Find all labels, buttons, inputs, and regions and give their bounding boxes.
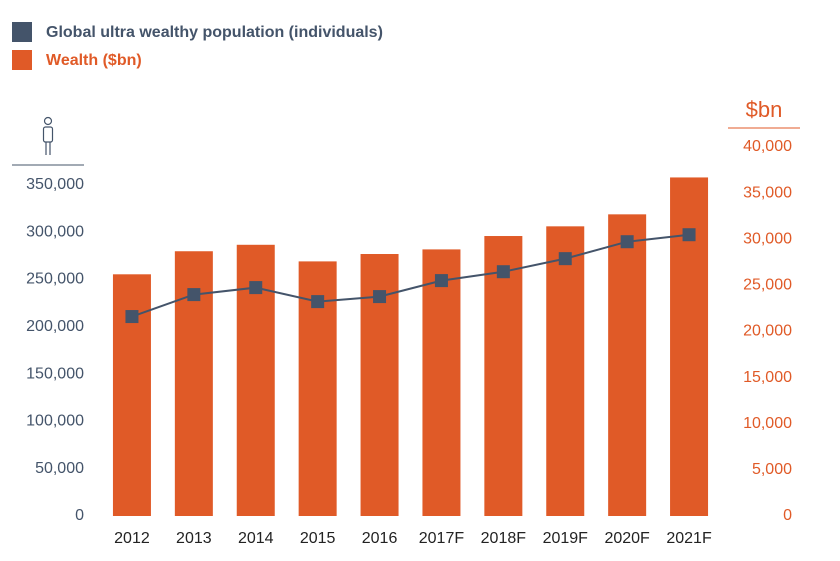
y-tick-label: 200,000 xyxy=(26,318,84,335)
marker xyxy=(187,288,201,302)
marker xyxy=(125,310,139,324)
x-tick-label: 2019F xyxy=(543,530,589,547)
y2-tick-label: 35,000 xyxy=(743,184,792,201)
y2-tick-label: 20,000 xyxy=(743,323,792,340)
bar xyxy=(546,226,585,516)
x-tick-label: 2020F xyxy=(604,530,650,547)
y2-tick-label: 25,000 xyxy=(743,277,792,294)
person-icon xyxy=(42,116,54,155)
x-tick-label: 2015 xyxy=(300,530,336,547)
y2-tick-label: 10,000 xyxy=(743,415,792,432)
bar xyxy=(608,214,647,516)
y-tick-label: 250,000 xyxy=(26,271,84,288)
marker xyxy=(311,295,325,309)
x-tick-label: 2021F xyxy=(666,530,712,547)
line xyxy=(131,233,690,318)
x-tick-label: 2018F xyxy=(481,530,527,547)
y2-tick-label: 30,000 xyxy=(743,230,792,247)
x-tick-label: 2017F xyxy=(419,530,465,547)
marker xyxy=(434,274,448,288)
marker xyxy=(249,281,263,295)
x-tick-label: 2016 xyxy=(362,530,398,547)
marker xyxy=(558,252,572,266)
y-tick-label: 350,000 xyxy=(26,176,84,193)
marker xyxy=(682,228,696,242)
legend-swatch xyxy=(12,50,32,70)
marker xyxy=(373,290,387,304)
bar xyxy=(484,236,523,517)
y2-axis-label: $bn xyxy=(746,97,783,122)
y2-tick-label: 40,000 xyxy=(743,138,792,155)
x-tick-label: 2012 xyxy=(114,530,150,547)
y-tick-label: 0 xyxy=(75,507,84,524)
legend-label: Global ultra wealthy population (individ… xyxy=(46,24,383,41)
x-tick-label: 2013 xyxy=(176,530,212,547)
bar xyxy=(422,249,461,516)
y-tick-label: 50,000 xyxy=(35,460,84,477)
y2-tick-label: 0 xyxy=(783,507,792,524)
y2-tick-label: 15,000 xyxy=(743,369,792,386)
y-tick-label: 300,000 xyxy=(26,223,84,240)
y2-tick-label: 5,000 xyxy=(752,461,792,478)
x-tick-label: 2014 xyxy=(238,530,274,547)
y-tick-label: 150,000 xyxy=(26,365,84,382)
y-tick-label: 100,000 xyxy=(26,413,84,430)
legend-swatch xyxy=(12,22,32,42)
marker xyxy=(620,235,634,249)
marker xyxy=(496,265,510,279)
legend-label: Wealth ($bn) xyxy=(46,52,142,69)
